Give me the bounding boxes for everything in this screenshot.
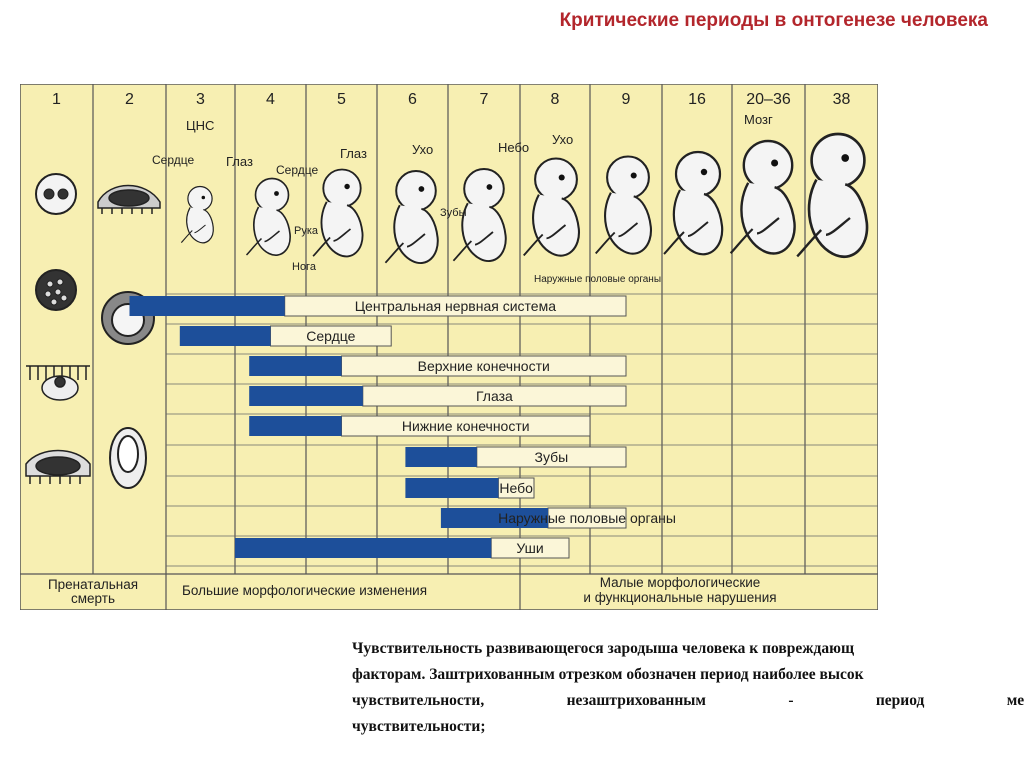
organ-label: Нижние конечности xyxy=(402,418,530,434)
page-title: Критические периоды в онтогенезе человек… xyxy=(559,10,988,31)
embryo-icon xyxy=(729,139,796,255)
label-heart-2: Сердце xyxy=(276,163,318,177)
embryo-implanted-icon xyxy=(25,449,91,484)
embryo-illustrations xyxy=(180,132,869,264)
organ-label: Наружные половые органы xyxy=(498,510,676,526)
organ-label: Сердце xyxy=(306,328,355,344)
embryo-icon xyxy=(796,132,869,259)
organ-bar-row: Нижние конечности xyxy=(249,415,591,437)
morula-icon xyxy=(35,269,77,311)
label-cns: ЦНС xyxy=(186,118,214,133)
bilaminar-disc-icon xyxy=(97,184,161,214)
organ-bar-row: Центральная нервная система xyxy=(129,295,627,317)
embryo-icon xyxy=(595,155,652,255)
week-label: 4 xyxy=(266,91,275,108)
critical-period-bar xyxy=(179,326,271,346)
organ-label: Глаза xyxy=(476,388,513,404)
week-label: 6 xyxy=(408,91,417,108)
embryo-icon xyxy=(452,168,507,262)
week-label: 8 xyxy=(551,91,560,108)
critical-period-bar xyxy=(249,386,363,406)
footer-minor-line-1: Малые морфологические xyxy=(600,575,761,590)
week-labels: 1 2 3 4 5 6 7 8 9 16 20–36 38 xyxy=(52,91,850,108)
footer-major-changes: Большие морфологические изменения xyxy=(182,583,427,598)
caption-word: незаштрихованным xyxy=(566,692,706,709)
organ-bar-row: Зубы xyxy=(405,446,627,468)
yolk-sac-icon xyxy=(109,427,147,489)
organ-label: Небо xyxy=(499,480,533,496)
critical-period-bar xyxy=(440,508,548,528)
critical-period-bar xyxy=(405,447,477,467)
organ-label: Зубы xyxy=(535,449,569,465)
organ-label: Уши xyxy=(516,540,543,556)
label-teeth: Зубы xyxy=(440,207,467,219)
week-label: 5 xyxy=(337,91,346,108)
embryo-icon xyxy=(312,168,364,258)
label-ear-2: Ухо xyxy=(552,132,573,147)
week-label: 3 xyxy=(196,91,205,108)
label-arm: Рука xyxy=(294,225,319,237)
embryo-icon xyxy=(180,185,214,244)
label-eye: Глаз xyxy=(226,154,253,169)
embryo-icon xyxy=(384,170,439,264)
footer-row: Пренатальная смерть Большие морфологичес… xyxy=(20,573,878,610)
label-palate: Небо xyxy=(498,140,529,155)
critical-period-bar xyxy=(235,538,492,558)
organ-annotation-labels: ЦНС Сердце Глаз Сердце Глаз Рука Нога Ух… xyxy=(152,112,773,285)
week-label: 1 xyxy=(52,91,61,108)
critical-period-bar xyxy=(249,356,342,376)
organ-bar-row: Верхние конечности xyxy=(249,355,627,377)
organ-bar-row: Наружные половые органы xyxy=(440,507,676,529)
organ-bar-row: Глаза xyxy=(249,385,627,407)
caption-word: чувствительности, xyxy=(352,692,485,709)
caption-text: Чувствительность развивающегося зародыша… xyxy=(352,636,1024,756)
label-heart: Сердце xyxy=(152,153,194,167)
caption-line-1: Чувствительность развивающегося зародыша… xyxy=(352,640,855,657)
footer-prenatal-line-1: Пренатальная xyxy=(48,577,138,592)
label-eye-2: Глаз xyxy=(340,146,367,161)
organ-label: Верхние конечности xyxy=(418,358,550,374)
footer-minor-line-2: и функциональные нарушения xyxy=(583,590,776,605)
caption-line-3: чувствительности, незаштрихованным - пер… xyxy=(352,688,1024,714)
week-label: 9 xyxy=(622,91,631,108)
caption-word: период xyxy=(875,692,925,709)
week-label: 7 xyxy=(480,91,489,108)
embryo-icon xyxy=(523,157,580,257)
caption-line-2: факторам. Заштрихованным отрезком обозна… xyxy=(352,666,864,683)
organ-bar-row: Сердце xyxy=(179,325,392,347)
caption-line-4: чувствительности; xyxy=(352,718,486,735)
caption-word: менц xyxy=(1006,692,1024,709)
label-leg: Нога xyxy=(292,261,317,273)
label-ear: Ухо xyxy=(412,142,433,157)
critical-periods-diagram: 1 2 3 4 5 6 7 8 9 16 20–36 38 ЦНС Сердц xyxy=(20,84,878,610)
footer-prenatal-line-2: смерть xyxy=(71,591,115,606)
caption-word: - xyxy=(788,692,794,709)
organ-bar-row: Небо xyxy=(405,477,535,499)
week-label: 16 xyxy=(688,91,706,108)
embryo-icon xyxy=(663,150,724,256)
critical-period-bar xyxy=(405,478,499,498)
blastocyst-implantation-icon xyxy=(26,365,90,401)
organ-label: Центральная нервная система xyxy=(355,298,557,314)
embryo-icon xyxy=(245,177,291,256)
label-brain: Мозг xyxy=(744,112,773,127)
week-label: 38 xyxy=(833,91,851,108)
organ-bar-row: Уши xyxy=(235,537,570,559)
critical-period-bar xyxy=(249,416,342,436)
week-label: 2 xyxy=(125,91,134,108)
critical-period-bar xyxy=(129,296,285,316)
zygote-two-cell-icon xyxy=(35,173,77,215)
week-label: 20–36 xyxy=(746,91,791,108)
label-genitals: Наружные половые органы xyxy=(534,274,661,285)
